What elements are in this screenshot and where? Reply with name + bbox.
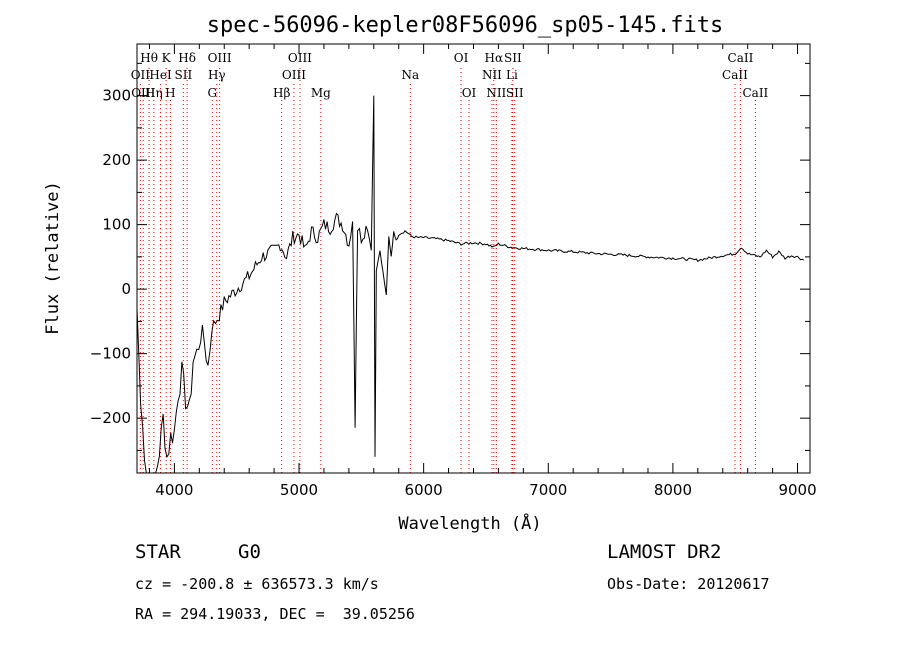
spectral-line-label: OIII: [208, 51, 232, 65]
x-tick-label: 5000: [280, 481, 318, 499]
survey-name: LAMOST DR2: [607, 541, 722, 563]
chart-title: spec-56096-kepler08F56096_sp05-145.fits: [207, 13, 724, 38]
spectral-line-label: K: [162, 51, 172, 65]
axis-ticks: 4000 5000 6000 7000 8000 9000 −200 −100 0 100 200 3…: [90, 44, 817, 499]
x-tick-label: 8000: [654, 481, 692, 499]
spectral-line-label: Hγ: [208, 68, 226, 82]
spectral-line-label: SII: [504, 51, 522, 65]
spectral-line-label: OII: [131, 68, 151, 82]
y-tick-label: 300: [102, 87, 131, 105]
x-axis-label: Wavelength (Å): [398, 512, 541, 534]
spectral-line-label: OI: [454, 51, 469, 65]
y-axis-label: Flux (relative): [43, 181, 63, 335]
spectral-line-label: Na: [401, 68, 419, 82]
spectral-line-label: CaII: [742, 86, 768, 100]
y-tick-label: −200: [90, 409, 131, 427]
redshift-text: cz = -200.8 ± 636573.3 km/s: [135, 575, 379, 593]
spectral-line-label: NII: [482, 68, 502, 82]
spectral-line-label: SII: [506, 86, 524, 100]
spectral-line-label: Hα: [485, 51, 504, 65]
y-tick-label: 100: [102, 216, 131, 234]
spectral-line-label: SII: [175, 68, 193, 82]
obs-date: Obs-Date: 20120617: [607, 575, 770, 593]
x-tick-label: 4000: [155, 481, 193, 499]
spectral-line-label: Hθ: [140, 51, 158, 65]
y-tick-label: −100: [90, 345, 131, 363]
spectral-line-label: CaII: [722, 68, 748, 82]
spectral-line-label: NII: [486, 86, 506, 100]
y-tick-label: 0: [121, 280, 131, 298]
object-type: STAR: [135, 541, 181, 563]
flux-series: [136, 95, 805, 474]
spectral-line-label: G: [207, 86, 217, 100]
object-subclass: G0: [238, 541, 261, 563]
spectral-line-label: H: [165, 86, 175, 100]
spectral-line-label: OIII: [282, 68, 306, 82]
spectral-line-label: Hδ: [178, 51, 196, 65]
spectral-line-label: Mg: [311, 86, 331, 100]
spectral-line-label: OI: [462, 86, 477, 100]
x-tick-label: 9000: [778, 481, 816, 499]
coordinates: RA = 294.19033, DEC = 39.05256: [135, 605, 415, 623]
spectral-line-label: CaII: [728, 51, 754, 65]
flux-line: [136, 95, 805, 474]
spectral-line-label: Hβ: [273, 86, 290, 100]
spectral-line-label: Li: [506, 68, 518, 82]
x-tick-label: 6000: [405, 481, 443, 499]
x-tick-label: 7000: [529, 481, 567, 499]
spectral-line-label: Hη: [145, 86, 163, 100]
spectral-line-markers: [139, 65, 756, 473]
plot-frame: [136, 43, 811, 474]
y-tick-label: 200: [102, 151, 131, 169]
spectral-line-label: HeI: [149, 68, 172, 82]
spectral-line-label: OIII: [288, 51, 312, 65]
